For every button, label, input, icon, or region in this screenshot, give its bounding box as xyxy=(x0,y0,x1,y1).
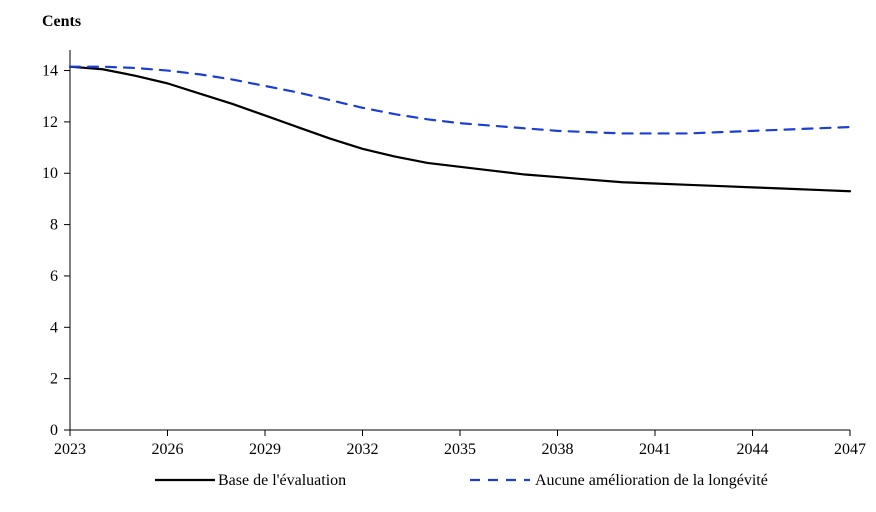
x-tick-label: 2041 xyxy=(639,441,671,458)
line-chart: Cents 0 2 4 6 8 10 12 14 2023 2026 2029 2032 2035 2038… xyxy=(0,0,876,512)
y-tick-label: 2 xyxy=(50,371,58,388)
y-tick-label: 6 xyxy=(50,268,58,285)
x-tick-label: 2029 xyxy=(249,441,281,458)
y-tick-label: 8 xyxy=(50,217,58,234)
legend-label-base: Base de l'évaluation xyxy=(218,472,346,489)
x-tick-label: 2026 xyxy=(152,441,184,458)
x-tick-label: 2035 xyxy=(444,441,476,458)
x-tick-label: 2032 xyxy=(347,441,379,458)
x-tick-label: 2023 xyxy=(54,441,86,458)
x-tick-label: 2044 xyxy=(737,441,769,458)
y-tick-label: 0 xyxy=(50,422,58,439)
y-tick-label: 10 xyxy=(42,165,58,182)
x-tick-label: 2038 xyxy=(542,441,574,458)
y-axis-title: Cents xyxy=(42,13,81,30)
x-tick-label: 2047 xyxy=(834,441,866,458)
y-tick-label: 14 xyxy=(42,63,58,80)
y-tick-label: 12 xyxy=(42,114,58,131)
y-tick-label: 4 xyxy=(50,319,58,336)
legend-label-no_improvement: Aucune amélioration de la longévité xyxy=(535,472,768,489)
